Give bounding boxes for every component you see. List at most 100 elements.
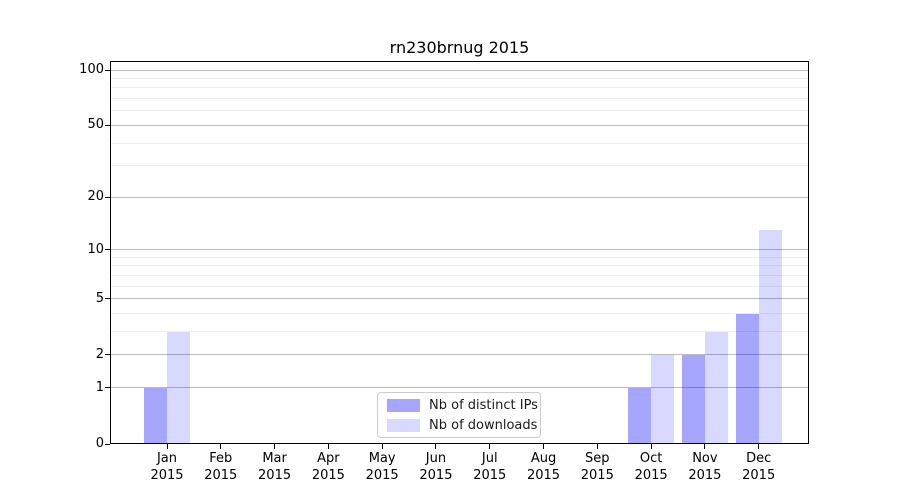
x-tick-label-year: 2015 (150, 468, 184, 483)
x-tick-label-month: Oct (639, 451, 663, 466)
x-tick-label-year: 2015 (634, 468, 668, 483)
x-tick-label-month: May (368, 451, 396, 466)
x-tick-label-month: Dec (746, 451, 772, 466)
legend-label: Nb of downloads (429, 417, 538, 433)
x-tick-label: Feb 2015 (191, 450, 251, 484)
x-tick-label-month: Jun (425, 451, 447, 466)
x-tick-label-year: 2015 (365, 468, 399, 483)
x-tick-label-year: 2015 (419, 468, 453, 483)
gridline-minor (110, 165, 809, 167)
y-tick-mark (105, 196, 110, 198)
x-tick-label: Sep 2015 (567, 450, 627, 484)
y-tick-mark (105, 69, 110, 71)
gridline-major (110, 249, 809, 251)
x-tick-label-year: 2015 (580, 468, 614, 483)
x-tick-mark (704, 444, 706, 449)
bar-distinct-ips (681, 354, 705, 444)
x-tick-mark (758, 444, 760, 449)
bar-downloads (758, 230, 782, 444)
gridline-major (110, 298, 809, 300)
x-tick-label: Jul 2015 (460, 450, 520, 484)
x-tick-mark (274, 444, 276, 449)
gridline-major (110, 387, 809, 389)
legend: Nb of distinct IPs Nb of downloads (377, 392, 541, 438)
x-tick-label-month: Sep (585, 451, 610, 466)
y-tick-label: 0 (95, 436, 104, 451)
gridline-minor (110, 285, 809, 287)
y-tick-label: 5 (95, 290, 104, 306)
y-tick-label: 2 (95, 346, 104, 362)
y-tick-mark (105, 298, 110, 300)
x-tick-label-year: 2015 (258, 468, 292, 483)
x-tick-mark (166, 444, 168, 449)
x-tick-label: Jun 2015 (406, 450, 466, 484)
y-tick-mark (105, 249, 110, 251)
y-tick-mark (105, 124, 110, 126)
gridline-major (110, 354, 809, 356)
x-tick-label: Jan 2015 (137, 450, 197, 484)
gridline-minor (110, 77, 809, 79)
x-tick-label: Mar 2015 (245, 450, 305, 484)
y-tick-mark (105, 387, 110, 389)
x-tick-label-month: Jul (481, 451, 498, 466)
x-tick-label-month: Nov (692, 451, 718, 466)
y-tick-mark (105, 443, 110, 445)
x-tick-label-year: 2015 (688, 468, 722, 483)
legend-row: Nb of distinct IPs (387, 398, 540, 413)
x-tick-mark (381, 444, 383, 449)
bar-downloads (704, 331, 728, 444)
gridline-minor (110, 110, 809, 112)
y-tick-label: 50 (87, 117, 104, 133)
gridline-minor (110, 274, 809, 276)
x-tick-mark (220, 444, 222, 449)
x-tick-label: Aug 2015 (514, 450, 574, 484)
gridline-minor (110, 142, 809, 144)
x-tick-label: Nov 2015 (675, 450, 735, 484)
plot-area (110, 61, 809, 444)
y-tick-label: 1 (95, 379, 104, 395)
chart-title: rn230brnug 2015 (389, 38, 530, 57)
gridline-major (110, 69, 809, 71)
gridline-minor (110, 265, 809, 267)
x-tick-mark (543, 444, 545, 449)
x-tick-label-month: Jan (156, 451, 178, 466)
x-tick-mark (327, 444, 329, 449)
x-tick-mark (435, 444, 437, 449)
gridline-minor (110, 256, 809, 258)
x-tick-label-month: Apr (317, 451, 340, 466)
gridline-minor (110, 98, 809, 100)
gridline-major (110, 196, 809, 198)
bar-distinct-ips (735, 313, 759, 444)
gridline-minor (110, 331, 809, 333)
x-tick-label-year: 2015 (742, 468, 776, 483)
legend-row: Nb of downloads (387, 418, 540, 433)
gridline-minor (110, 87, 809, 89)
x-tick-label-month: Mar (262, 451, 287, 466)
gridline-minor (110, 313, 809, 315)
y-tick-mark (105, 354, 110, 356)
x-tick-mark (489, 444, 491, 449)
bar-distinct-ips (628, 387, 652, 444)
bar-distinct-ips (144, 387, 167, 444)
x-tick-label-month: Feb (209, 451, 233, 466)
x-tick-mark (650, 444, 652, 449)
x-tick-label-year: 2015 (526, 468, 561, 483)
bar-downloads (167, 331, 190, 444)
legend-swatch (387, 398, 420, 412)
bar-downloads (651, 354, 675, 444)
x-tick-label-year: 2015 (311, 468, 345, 483)
x-tick-label: Apr 2015 (298, 450, 358, 484)
y-tick-label: 100 (79, 62, 104, 77)
x-tick-label: May 2015 (352, 450, 412, 484)
legend-swatch (387, 418, 420, 432)
x-tick-label: Oct 2015 (621, 450, 681, 484)
x-tick-label-year: 2015 (204, 468, 238, 483)
x-tick-label-year: 2015 (473, 468, 507, 483)
legend-label: Nb of distinct IPs (429, 397, 538, 413)
y-tick-label: 20 (87, 189, 104, 205)
x-tick-label: Dec 2015 (729, 450, 789, 484)
x-tick-label-month: Aug (530, 451, 557, 466)
y-tick-label: 10 (87, 241, 104, 257)
x-tick-mark (596, 444, 598, 449)
